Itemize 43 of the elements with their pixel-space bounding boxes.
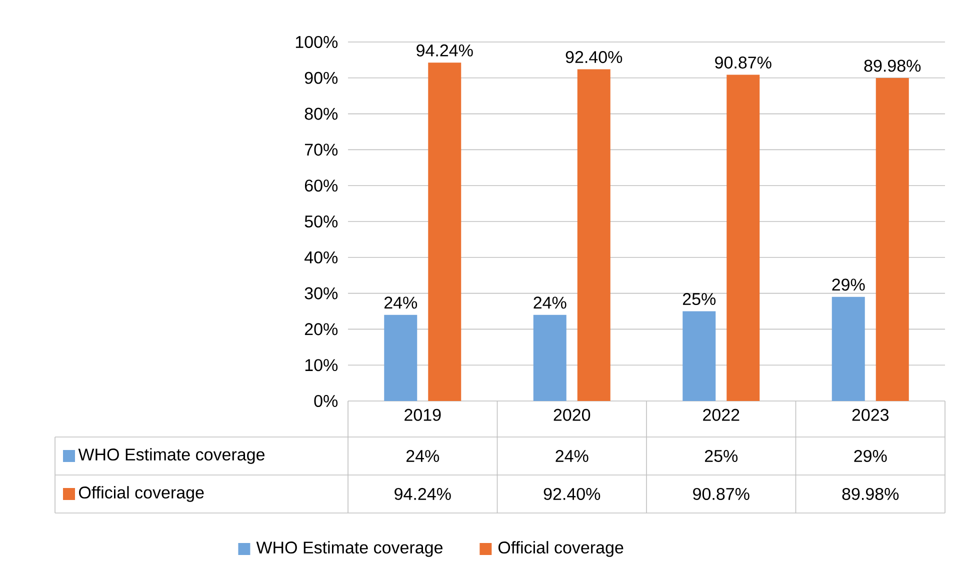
x-tick-label: 2019 <box>404 408 441 421</box>
y-tick-label: 70% <box>304 144 338 156</box>
data-label: 24% <box>556 450 588 462</box>
bar <box>682 311 716 401</box>
data-label: 89.98% <box>842 488 899 500</box>
x-tick-label: 2022 <box>703 408 740 421</box>
text: WHO Estimate coverage <box>256 541 442 557</box>
text: 90.87% <box>715 56 772 69</box>
y-tick-label: 90% <box>304 72 338 84</box>
text: 24% <box>384 296 418 309</box>
y-tick-label: 100% <box>296 36 338 48</box>
data-label: 94.24% <box>394 488 451 500</box>
data-label: 92.40% <box>544 488 600 500</box>
data-label: 29% <box>854 450 887 462</box>
x-tick-label: 2023 <box>852 408 889 421</box>
text: 24% <box>534 296 566 309</box>
bar <box>832 296 865 401</box>
text: 89.98% <box>864 60 921 72</box>
y-tick-label: 30% <box>304 287 338 300</box>
y-tick-label: 40% <box>304 251 338 264</box>
bar <box>726 74 760 401</box>
bar <box>533 314 566 401</box>
text: 29% <box>832 278 865 291</box>
y-tick-label: 50% <box>304 215 338 228</box>
data-label: 25% <box>704 450 738 462</box>
bar <box>384 314 418 401</box>
text: 25% <box>682 293 716 306</box>
text: Official coverage <box>79 486 204 502</box>
bar <box>577 69 610 401</box>
legend-label: WHO Estimate coverage <box>78 448 264 464</box>
legend-label: Official coverage <box>498 541 624 557</box>
text: 94.24% <box>416 44 473 56</box>
y-tick-label: 0% <box>314 394 338 408</box>
x-tick-label: 2020 <box>554 408 590 421</box>
y-tick-label: 10% <box>305 359 338 372</box>
data-label: 24% <box>406 450 440 462</box>
data-label: 90.87% <box>693 488 750 500</box>
text: 92.40% <box>566 51 622 64</box>
bar <box>428 62 462 401</box>
y-tick-label: 60% <box>304 180 338 192</box>
y-tick-label: 20% <box>304 323 338 336</box>
y-tick-label: 80% <box>304 108 338 120</box>
bar <box>876 78 909 401</box>
